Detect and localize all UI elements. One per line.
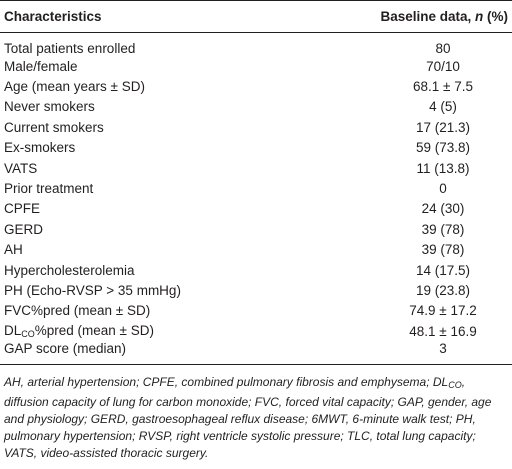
table-cell: PH (Echo-RVSP > 35 mmHg) (4, 282, 181, 298)
table-cell: 19 (23.8) (415, 282, 471, 298)
table-cell: 39 (78) (421, 242, 465, 258)
table-cell: Male/female (4, 58, 78, 74)
header-cell: Characteristics (0, 0, 374, 33)
table-row: Current smokers 17 (21.3) (0, 117, 512, 137)
table-cell: 3 (374, 341, 512, 366)
table-cell: 17 (21.3) (415, 119, 471, 135)
cell-text: %pred (mean ± SD) (34, 323, 154, 339)
header-cell: Baseline data, n (%) (374, 0, 512, 33)
table-row: PH (Echo-RVSP > 35 mmHg) 19 (23.8) (0, 280, 512, 300)
table-cell: 0 (439, 181, 447, 197)
table-row: Hypercholesterolemia 14 (17.5) (0, 260, 512, 280)
table-cell: 11 (13.8) (416, 160, 470, 176)
header-text: n (475, 9, 484, 24)
table-cell: CPFE (4, 201, 41, 217)
table-cell: DLCO%pred (mean ± SD) (0, 321, 374, 341)
table-cell: 70/10 (426, 58, 460, 74)
table-cell: FVC%pred (mean ± SD) (4, 303, 151, 319)
table-cell: 4 (5) (429, 99, 457, 115)
footnote-text: AH, arterial hypertension; CPFE, combine… (4, 375, 449, 389)
data-table: Characteristics Baseline data, n (%) Tot… (0, 0, 512, 366)
table-cell: GERD (4, 221, 44, 237)
cell-text: DL (4, 323, 22, 339)
table-row: FVC%pred (mean ± SD) 74.9 ± 17.2 (0, 301, 512, 321)
table-cell: 68.1 ± 7.5 (413, 79, 473, 95)
table-cell: AH (4, 242, 23, 258)
header-text: Baseline data, (380, 9, 475, 24)
table-cell: 24 (30) (421, 201, 465, 217)
table-row: Male/female 70/10 (0, 56, 512, 76)
table-cell: Age (mean years ± SD) (4, 79, 145, 95)
table-cell: 80 (435, 41, 451, 56)
table-cell: GAP score (median) (0, 341, 374, 366)
header-row: Characteristics Baseline data, n (%) (0, 0, 512, 33)
table-cell: VATS (4, 160, 38, 176)
table-cell: Hypercholesterolemia (4, 262, 135, 278)
table-row: VATS 11 (13.8) (0, 158, 512, 178)
footnote-text: , diffusion capacity of lung for carbon … (4, 375, 492, 460)
table-row: Age (mean years ± SD) 68.1 ± 7.5 (0, 76, 512, 96)
header-text: (%) (483, 9, 508, 24)
table-cell: 39 (78) (421, 221, 465, 237)
table-row: Prior treatment 0 (0, 178, 512, 198)
table-cell: 59 (73.8) (415, 140, 471, 156)
table-cell: Current smokers (4, 119, 104, 135)
cell-text: CO (21, 329, 35, 340)
table-cell: Prior treatment (4, 181, 94, 197)
table-row: AH 39 (78) (0, 240, 512, 260)
table-row: GERD 39 (78) (0, 219, 512, 239)
table-row: Total patients enrolled 80 (0, 33, 512, 56)
table-row: Ex-smokers 59 (73.8) (0, 138, 512, 158)
table-cell: Ex-smokers (4, 140, 76, 156)
table-cell: Total patients enrolled (4, 41, 136, 56)
table-row: GAP score (median) 3 (0, 341, 512, 366)
table-cell: 48.1 ± 16.9 (409, 323, 477, 339)
table-row: Never smokers 4 (5) (0, 97, 512, 117)
table-cell: 14 (17.5) (415, 262, 471, 278)
footnote-text: CO (448, 380, 462, 390)
table-cell: Never smokers (4, 99, 95, 115)
table-cell: 74.9 ± 17.2 (409, 303, 477, 319)
table-row: CPFE 24 (30) (0, 199, 512, 219)
table-row: DLCO%pred (mean ± SD) 48.1 ± 16.9 (0, 321, 512, 341)
footnote: AH, arterial hypertension; CPFE, combine… (4, 374, 504, 462)
